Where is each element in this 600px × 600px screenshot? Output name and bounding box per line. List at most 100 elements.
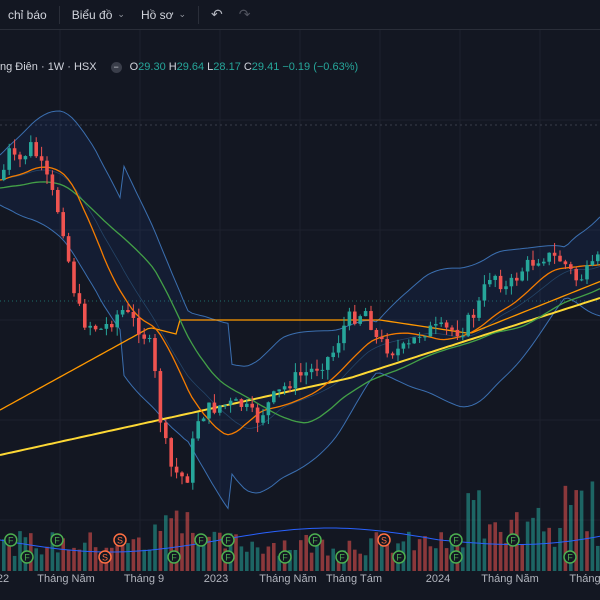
volume-bar (412, 550, 416, 571)
high-value: 29.64 (176, 61, 205, 73)
chart-layout-dropdown[interactable]: Biểu đồ ⌄ (64, 0, 133, 30)
marker-circle (221, 533, 235, 547)
volume-bar (590, 481, 595, 571)
marker-label: F (567, 553, 573, 563)
candlesticks (2, 135, 600, 490)
financial-marker: F (506, 533, 520, 547)
candle-body (401, 343, 406, 349)
volume-bar (169, 518, 173, 571)
marker-circle (221, 550, 235, 564)
volume-bars (2, 481, 600, 571)
volume-bar (261, 553, 265, 571)
candle-body (331, 352, 335, 358)
financial-marker: F (449, 533, 463, 547)
split-marker: S (377, 533, 391, 547)
volume-bar (320, 539, 325, 571)
volume-bar (293, 549, 298, 571)
volume-bar (315, 537, 319, 571)
volume-bar (358, 553, 362, 571)
marker-label: F (225, 553, 231, 563)
volume-bar (331, 548, 335, 571)
candle-body (131, 311, 136, 318)
chart-grid (0, 30, 600, 571)
time-axis-label: Tháng Năm (259, 573, 317, 585)
volume-bar (596, 545, 600, 571)
volume-bar (471, 500, 476, 571)
candle-body (250, 403, 254, 408)
volume-bar (158, 530, 163, 571)
candle-body (488, 279, 492, 285)
volume-bar (558, 527, 562, 571)
undo-icon[interactable]: ↶ (211, 6, 223, 22)
financial-marker: F (335, 550, 349, 564)
time-axis[interactable]: 22 Tháng Năm Tháng 9 2023 Tháng Năm Tháng Tám… (0, 571, 600, 600)
candle-body (29, 142, 33, 157)
volume-bar (147, 549, 152, 571)
candle-body (461, 335, 465, 337)
volume-bar (39, 554, 44, 571)
ma-long-orange-line (0, 280, 600, 411)
candle-body (88, 325, 92, 328)
volume-bar (574, 490, 578, 571)
candle-body (50, 174, 55, 190)
volume-bar (363, 555, 368, 571)
low-label: L (207, 61, 214, 73)
marker-circle (167, 550, 181, 564)
volume-bar (34, 548, 38, 571)
volume-bar (2, 539, 6, 571)
volume-bar (50, 532, 55, 571)
candle-body (66, 236, 71, 262)
split-marker: S (98, 550, 112, 564)
candle-body (191, 438, 195, 483)
volume-bar (164, 515, 168, 571)
candle-body (34, 142, 38, 157)
volume-bar (461, 547, 465, 571)
candle-body (120, 310, 125, 315)
volume-bar (439, 532, 443, 571)
candle-body (358, 316, 362, 324)
volume-bar (498, 531, 503, 571)
volume-bar (434, 548, 438, 571)
candle-body (380, 337, 384, 340)
candle-body (293, 372, 298, 389)
chevron-down-icon: ⌄ (178, 9, 187, 19)
collapse-legend-icon[interactable]: − (110, 61, 122, 73)
candle-body (347, 311, 352, 326)
volume-bar (196, 541, 200, 571)
candle-body (201, 418, 206, 422)
marker-circle (194, 533, 208, 547)
volume-bar (466, 493, 470, 571)
indicators-button[interactable]: chỉ báo (0, 0, 55, 30)
volume-bar (56, 552, 60, 571)
candle-body (277, 389, 281, 392)
symbol-title[interactable]: ng Điên · 1W · HSX (0, 61, 97, 73)
low-value: 28.17 (213, 61, 241, 73)
volume-bar (126, 543, 130, 571)
redo-icon[interactable]: ↷ (238, 6, 251, 22)
ma-short-orange-line (0, 166, 600, 436)
candle-body (504, 286, 508, 290)
marker-circle (50, 533, 64, 547)
volume-bar (423, 536, 427, 571)
volume-bar (201, 545, 206, 571)
high-label: H (168, 61, 177, 73)
candle-body (39, 156, 44, 161)
profile-dropdown[interactable]: Hồ sơ ⌄ (133, 0, 194, 30)
candle-body (137, 317, 141, 335)
candle-body (590, 261, 595, 266)
volume-bar (207, 536, 211, 571)
candle-body (115, 314, 119, 328)
volume-bar (326, 555, 330, 571)
candle-body (207, 402, 211, 419)
time-axis-label: Tháng 9 (123, 573, 165, 585)
financial-marker: F (20, 550, 34, 564)
candle-body (520, 271, 524, 281)
candle-body (455, 329, 460, 337)
volume-bar (525, 521, 530, 571)
candle-body (407, 343, 411, 345)
volume-bar (336, 555, 341, 571)
marker-circle (278, 550, 292, 564)
volume-bar (380, 533, 384, 571)
volume-bar (218, 532, 222, 571)
